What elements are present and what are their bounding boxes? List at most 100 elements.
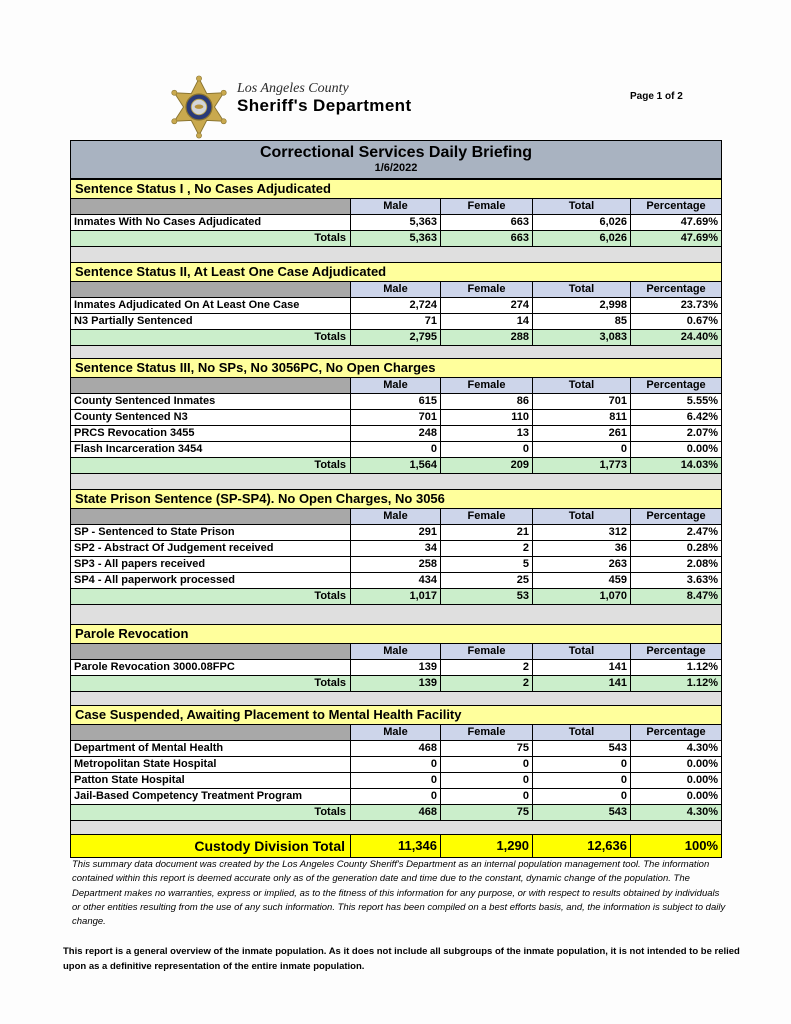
totals-row: Totals 1,017 53 1,070 8.47%: [70, 589, 722, 605]
row-label: SP3 - All papers received: [71, 557, 351, 572]
total-value: 2,998: [533, 298, 631, 313]
column-header-female: Female: [441, 378, 533, 393]
total-value: 263: [533, 557, 631, 572]
custody-total-female: 1,290: [441, 835, 533, 857]
female-value: 21: [441, 525, 533, 540]
report-title: Correctional Services Daily Briefing: [259, 144, 533, 161]
female-value: 0: [441, 442, 533, 457]
total-value: 261: [533, 426, 631, 441]
total-value: 36: [533, 541, 631, 556]
table-row: Metropolitan State Hospital 0 0 0 0.00%: [70, 757, 722, 773]
column-header-female: Female: [441, 509, 533, 524]
row-label: Parole Revocation 3000.08FPC: [71, 660, 351, 675]
table-row: Department of Mental Health 468 75 543 4.30%: [70, 741, 722, 757]
page-number: Page 1 of 2: [630, 91, 683, 102]
report-title-bar: Correctional Services Daily Briefing 1/6…: [70, 140, 722, 179]
male-value: 701: [351, 410, 441, 425]
totals-row: Totals 5,363 663 6,026 47.69%: [70, 231, 722, 247]
percentage-value: 5.55%: [631, 394, 722, 409]
total-value: 811: [533, 410, 631, 425]
column-header-percentage: Percentage: [631, 378, 722, 393]
totals-label: Totals: [71, 458, 351, 473]
table-row: Parole Revocation 3000.08FPC 139 2 141 1.12%: [70, 660, 722, 676]
sections-container: Sentence Status I , No Cases Adjudicated…: [70, 179, 722, 834]
totals-percentage: 1.12%: [631, 676, 722, 691]
section-gap: [70, 821, 722, 834]
percentage-value: 4.30%: [631, 741, 722, 756]
column-header-male: Male: [351, 509, 441, 524]
male-value: 0: [351, 773, 441, 788]
male-value: 248: [351, 426, 441, 441]
section-5: Parole Revocation Male Female Total Percenta…: [70, 624, 722, 692]
table-row: Patton State Hospital 0 0 0 0.00%: [70, 773, 722, 789]
row-label: SP - Sentenced to State Prison: [71, 525, 351, 540]
column-header-percentage: Percentage: [631, 644, 722, 659]
percentage-value: 2.08%: [631, 557, 722, 572]
overview-note-text: This report is a general overview of the…: [63, 946, 740, 973]
custody-division-total-row: Custody Division Total 11,346 1,290 12,6…: [70, 834, 722, 858]
table-row: N3 Partially Sentenced 71 14 85 0.67%: [70, 314, 722, 330]
percentage-value: 0.00%: [631, 442, 722, 457]
section-4: State Prison Sentence (SP-SP4). No Open …: [70, 489, 722, 605]
table-row: Jail-Based Competency Treatment Program 0…: [70, 789, 722, 805]
section-1: Sentence Status I , No Cases Adjudicated…: [70, 179, 722, 247]
row-label: N3 Partially Sentenced: [71, 314, 351, 329]
column-header-total: Total: [533, 282, 631, 297]
column-header-percentage: Percentage: [631, 199, 722, 214]
table-row: SP - Sentenced to State Prison 291 21 312 2.…: [70, 525, 722, 541]
table-row: Flash Incarceration 3454 0 0 0 0.00%: [70, 442, 722, 458]
male-value: 5,363: [351, 215, 441, 230]
table-row: SP2 - Abstract Of Judgement received 34 2 3…: [70, 541, 722, 557]
male-value: 258: [351, 557, 441, 572]
section-2: Sentence Status II, At Least One Case Ad…: [70, 262, 722, 346]
column-header-male: Male: [351, 199, 441, 214]
section-6: Case Suspended, Awaiting Placement to Me…: [70, 705, 722, 821]
section-title: Sentence Status III, No SPs, No 3056PC, …: [70, 358, 722, 378]
female-value: 75: [441, 741, 533, 756]
column-header-row: Male Female Total Percentage: [70, 509, 722, 525]
column-header-total: Total: [533, 378, 631, 393]
row-label: SP2 - Abstract Of Judgement received: [71, 541, 351, 556]
totals-female: 209: [441, 458, 533, 473]
section-gap: [70, 346, 722, 358]
agency-logo: Los Angeles County Sheriff's Department: [168, 74, 412, 140]
totals-percentage: 4.30%: [631, 805, 722, 820]
column-header-percentage: Percentage: [631, 509, 722, 524]
male-value: 34: [351, 541, 441, 556]
percentage-value: 0.00%: [631, 757, 722, 772]
female-value: 2: [441, 660, 533, 675]
total-value: 6,026: [533, 215, 631, 230]
total-value: 0: [533, 773, 631, 788]
totals-total: 6,026: [533, 231, 631, 246]
total-value: 543: [533, 741, 631, 756]
totals-label: Totals: [71, 330, 351, 345]
briefing-document: Correctional Services Daily Briefing 1/6…: [70, 140, 722, 858]
row-label: County Sentenced N3: [71, 410, 351, 425]
percentage-value: 2.47%: [631, 525, 722, 540]
female-value: 663: [441, 215, 533, 230]
column-header-male: Male: [351, 725, 441, 740]
section-gap: [70, 474, 722, 489]
column-header-male: Male: [351, 644, 441, 659]
male-value: 291: [351, 525, 441, 540]
female-value: 274: [441, 298, 533, 313]
male-value: 615: [351, 394, 441, 409]
row-label: Patton State Hospital: [71, 773, 351, 788]
percentage-value: 0.00%: [631, 789, 722, 804]
totals-male: 1,017: [351, 589, 441, 604]
section-title: Parole Revocation: [70, 624, 722, 644]
row-label-header-cell: [71, 509, 351, 524]
totals-label: Totals: [71, 231, 351, 246]
totals-total: 141: [533, 676, 631, 691]
totals-female: 663: [441, 231, 533, 246]
totals-male: 2,795: [351, 330, 441, 345]
column-header-row: Male Female Total Percentage: [70, 378, 722, 394]
table-row: Inmates With No Cases Adjudicated 5,363 66…: [70, 215, 722, 231]
column-header-row: Male Female Total Percentage: [70, 644, 722, 660]
percentage-value: 3.63%: [631, 573, 722, 588]
column-header-female: Female: [441, 282, 533, 297]
section-gap: [70, 247, 722, 262]
row-label: Metropolitan State Hospital: [71, 757, 351, 772]
sheriff-star-icon: [168, 74, 230, 140]
female-value: 0: [441, 773, 533, 788]
